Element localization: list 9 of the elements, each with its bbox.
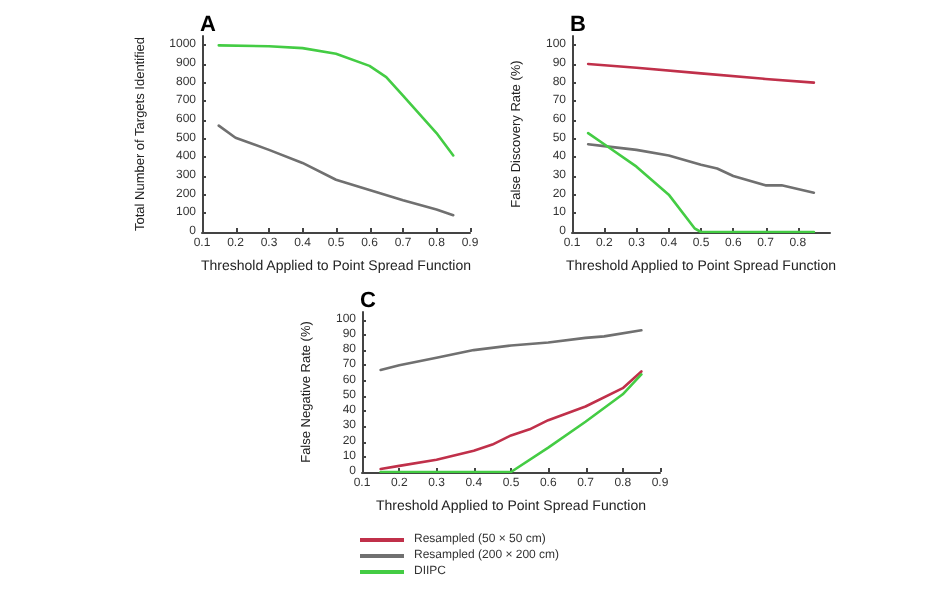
line-series <box>217 124 455 217</box>
line-series <box>586 142 816 195</box>
line-series <box>586 131 816 234</box>
line-series <box>586 62 816 84</box>
chart-title: B <box>570 13 586 37</box>
chart-title: C <box>360 289 376 313</box>
chart-title: A <box>200 13 216 37</box>
line-series <box>379 328 643 372</box>
line-series <box>217 44 455 157</box>
